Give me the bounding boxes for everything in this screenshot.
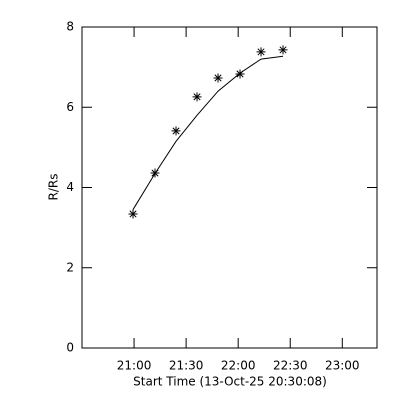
- y-tick-label: 0: [66, 341, 74, 355]
- x-axis-label: Start Time (13-Oct-25 20:30:08): [133, 375, 327, 389]
- y-tick-label: 6: [66, 100, 74, 114]
- x-tick-label: 21:00: [117, 359, 152, 373]
- x-tick-label: 22:30: [273, 359, 308, 373]
- data-point: [256, 47, 266, 57]
- y-tick-label: 4: [66, 180, 74, 194]
- data-point: [192, 92, 202, 102]
- y-tick-label: 2: [66, 260, 74, 274]
- data-point: [171, 126, 181, 136]
- data-point: [128, 209, 138, 219]
- y-axis-label: R/Rs: [47, 174, 61, 201]
- plot-frame: [81, 26, 378, 349]
- data-point: [235, 69, 245, 79]
- fit-line: [132, 55, 284, 210]
- y-tick-label: 8: [66, 20, 74, 34]
- x-tick-label: 21:30: [169, 359, 204, 373]
- x-tick-label: 23:00: [325, 359, 360, 373]
- data-point: [213, 73, 223, 83]
- x-tick-label: 22:00: [221, 359, 256, 373]
- data-point: [278, 45, 288, 55]
